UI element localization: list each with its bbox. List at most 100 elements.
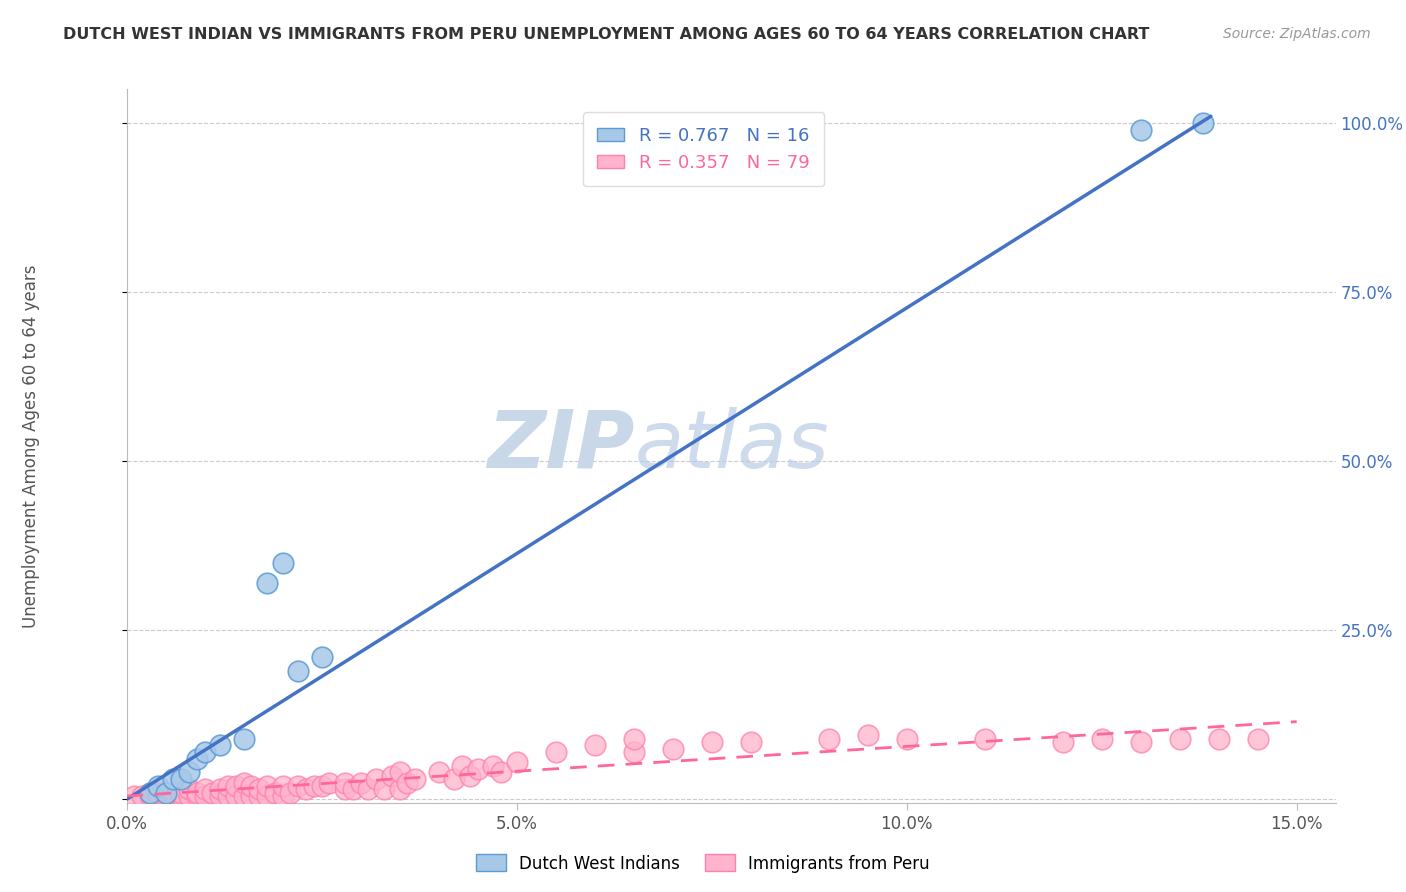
Point <box>263 786 285 800</box>
Point <box>740 735 762 749</box>
Point <box>1129 735 1152 749</box>
Point <box>427 765 450 780</box>
Point <box>349 775 371 789</box>
Point <box>505 756 527 770</box>
Point <box>451 758 474 772</box>
Point <box>225 789 247 803</box>
Point <box>124 789 146 803</box>
Point <box>896 731 918 746</box>
Point <box>217 779 239 793</box>
Point <box>146 789 169 803</box>
Point <box>139 789 162 803</box>
Point <box>146 779 169 793</box>
Point <box>1168 731 1191 746</box>
Point <box>623 745 645 759</box>
Point <box>271 556 294 570</box>
Point <box>186 752 208 766</box>
Point <box>177 765 200 780</box>
Point <box>177 789 200 803</box>
Point <box>1208 731 1230 746</box>
Point <box>209 739 232 753</box>
Point <box>295 782 318 797</box>
Point <box>256 576 278 591</box>
Point <box>489 765 512 780</box>
Point <box>209 782 232 797</box>
Text: DUTCH WEST INDIAN VS IMMIGRANTS FROM PERU UNEMPLOYMENT AMONG AGES 60 TO 64 YEARS: DUTCH WEST INDIAN VS IMMIGRANTS FROM PER… <box>63 27 1150 42</box>
Point <box>366 772 388 786</box>
Point <box>1247 731 1270 746</box>
Point <box>342 782 364 797</box>
Point <box>193 745 215 759</box>
Point <box>388 782 411 797</box>
Legend: R = 0.767   N = 16, R = 0.357   N = 79: R = 0.767 N = 16, R = 0.357 N = 79 <box>583 112 824 186</box>
Point <box>256 789 278 803</box>
Text: Unemployment Among Ages 60 to 64 years: Unemployment Among Ages 60 to 64 years <box>22 264 39 628</box>
Point <box>458 769 481 783</box>
Point <box>217 789 239 803</box>
Point <box>388 765 411 780</box>
Point <box>1192 116 1215 130</box>
Point <box>240 789 263 803</box>
Point <box>404 772 426 786</box>
Point <box>700 735 723 749</box>
Point <box>856 728 879 742</box>
Text: atlas: atlas <box>634 407 830 485</box>
Point <box>170 786 193 800</box>
Point <box>170 772 193 786</box>
Point <box>162 786 184 800</box>
Point <box>311 779 333 793</box>
Point <box>467 762 489 776</box>
Point <box>318 775 340 789</box>
Point <box>131 789 153 803</box>
Point <box>155 786 177 800</box>
Point <box>225 779 247 793</box>
Point <box>333 782 356 797</box>
Point <box>623 731 645 746</box>
Point <box>170 789 193 803</box>
Point <box>302 779 325 793</box>
Point <box>232 731 254 746</box>
Point <box>271 789 294 803</box>
Point <box>247 789 270 803</box>
Point <box>256 779 278 793</box>
Point <box>162 789 184 803</box>
Point <box>146 786 169 800</box>
Point <box>482 758 505 772</box>
Point <box>817 731 839 746</box>
Point <box>232 789 254 803</box>
Point <box>396 775 419 789</box>
Point <box>232 775 254 789</box>
Point <box>357 782 380 797</box>
Point <box>973 731 995 746</box>
Text: Source: ZipAtlas.com: Source: ZipAtlas.com <box>1223 27 1371 41</box>
Point <box>443 772 465 786</box>
Point <box>177 782 200 797</box>
Point <box>193 782 215 797</box>
Point <box>162 772 184 786</box>
Point <box>209 789 232 803</box>
Point <box>373 782 395 797</box>
Point <box>1129 122 1152 136</box>
Point <box>139 786 162 800</box>
Point <box>1091 731 1114 746</box>
Point <box>155 789 177 803</box>
Point <box>544 745 567 759</box>
Point <box>381 769 404 783</box>
Point <box>661 741 683 756</box>
Point <box>333 775 356 789</box>
Point <box>1052 735 1074 749</box>
Text: ZIP: ZIP <box>486 407 634 485</box>
Point <box>240 779 263 793</box>
Point <box>280 786 302 800</box>
Point <box>287 664 309 678</box>
Point <box>247 782 270 797</box>
Legend: Dutch West Indians, Immigrants from Peru: Dutch West Indians, Immigrants from Peru <box>470 847 936 880</box>
Point <box>583 739 606 753</box>
Point <box>311 650 333 665</box>
Point <box>201 786 224 800</box>
Point <box>186 786 208 800</box>
Point <box>139 786 162 800</box>
Point <box>271 779 294 793</box>
Point <box>287 779 309 793</box>
Point <box>155 786 177 800</box>
